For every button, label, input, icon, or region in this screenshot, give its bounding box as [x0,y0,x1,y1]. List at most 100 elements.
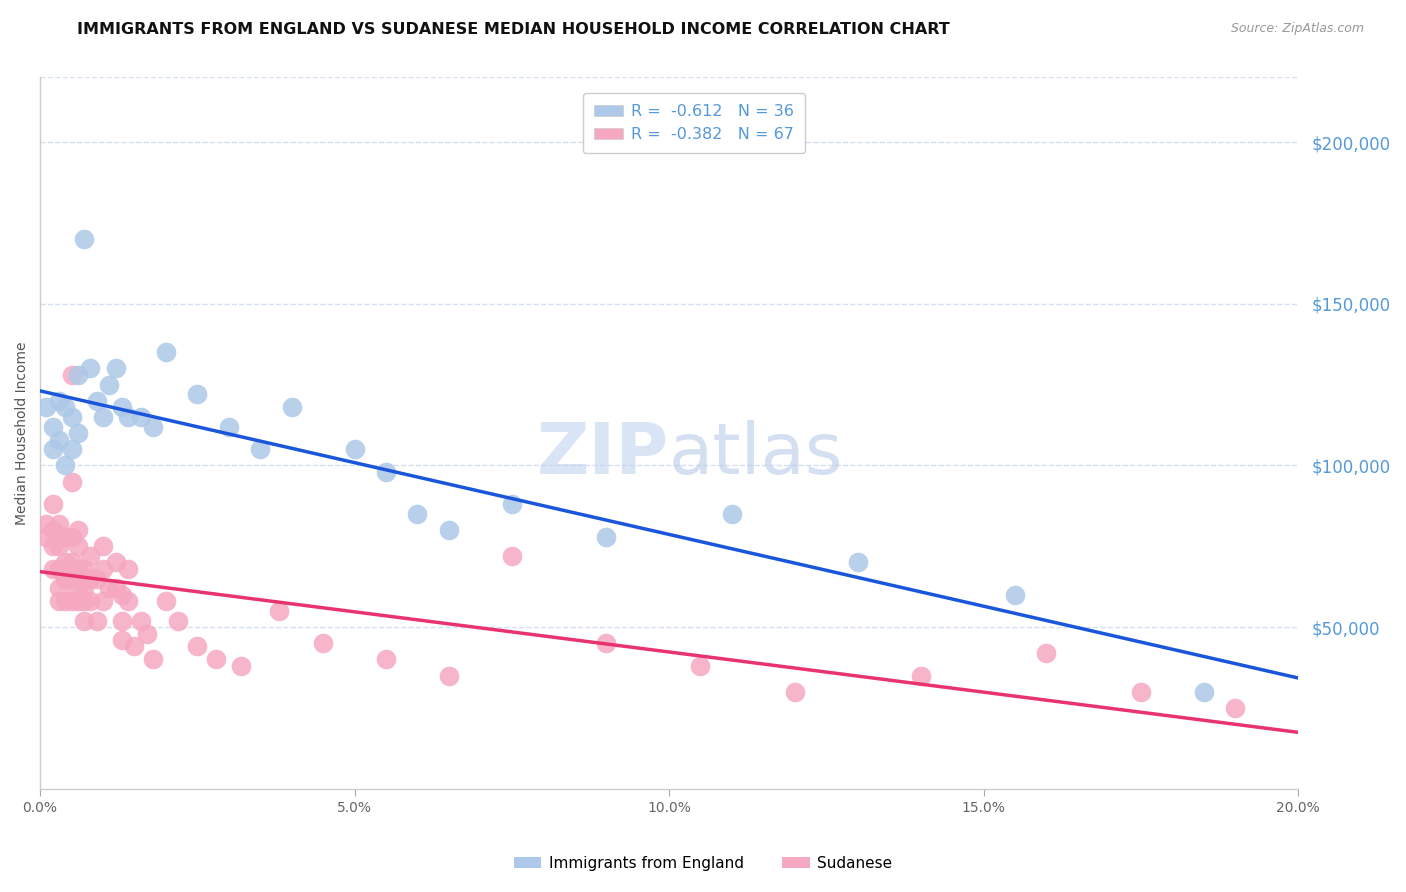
Point [41,497,63,511]
Point [41,539,63,553]
Point [66,562,89,576]
Point [104,361,127,376]
Point [60,572,83,586]
Point [343,442,366,457]
Point [60,556,83,570]
Point [41,562,63,576]
Point [91,562,114,576]
Point [1129,685,1152,699]
Point [1223,701,1246,715]
Point [117,562,139,576]
Point [129,409,152,424]
Legend: R =  -0.612   N = 36, R =  -0.382   N = 67: R = -0.612 N = 36, R = -0.382 N = 67 [583,93,806,153]
Point [249,442,271,457]
Point [501,549,523,563]
Point [48,594,70,608]
Point [595,636,617,650]
Point [98,582,121,596]
Point [129,614,152,628]
Point [35,516,58,531]
Point [111,614,134,628]
Point [73,594,96,608]
Point [375,652,398,666]
Point [104,556,127,570]
Point [53,401,76,415]
Y-axis label: Median Household Income: Median Household Income [15,342,30,524]
Point [73,232,96,246]
Point [66,582,89,596]
Point [142,652,165,666]
Point [79,572,101,586]
Point [48,433,70,447]
Point [205,652,228,666]
Legend: Immigrants from England, Sudanese: Immigrants from England, Sudanese [508,850,898,877]
Point [155,345,177,359]
Point [41,419,63,434]
Point [186,640,208,654]
Point [79,361,101,376]
Text: Source: ZipAtlas.com: Source: ZipAtlas.com [1230,22,1364,36]
Point [79,549,101,563]
Point [312,636,335,650]
Point [117,409,139,424]
Point [60,442,83,457]
Point [66,368,89,382]
Point [91,409,114,424]
Point [53,572,76,586]
Point [98,377,121,392]
Point [167,614,190,628]
Point [66,594,89,608]
Point [48,582,70,596]
Point [721,507,744,521]
Point [124,640,146,654]
Point [60,409,83,424]
Point [1192,685,1215,699]
Point [595,530,617,544]
Point [73,562,96,576]
Point [48,516,70,531]
Text: IMMIGRANTS FROM ENGLAND VS SUDANESE MEDIAN HOUSEHOLD INCOME CORRELATION CHART: IMMIGRANTS FROM ENGLAND VS SUDANESE MEDI… [77,22,950,37]
Point [218,419,240,434]
Point [155,594,177,608]
Point [86,572,108,586]
Point [117,594,139,608]
Text: ZIP: ZIP [537,420,669,489]
Point [783,685,806,699]
Point [910,668,932,682]
Point [53,530,76,544]
Point [60,475,83,489]
Point [689,659,711,673]
Point [48,539,70,553]
Point [91,594,114,608]
Point [136,626,159,640]
Point [1004,588,1026,602]
Point [142,419,165,434]
Point [66,539,89,553]
Point [79,594,101,608]
Point [66,426,89,441]
Text: atlas: atlas [669,420,844,489]
Point [86,614,108,628]
Point [73,582,96,596]
Point [406,507,429,521]
Point [111,588,134,602]
Point [231,659,253,673]
Point [35,401,58,415]
Point [104,582,127,596]
Point [48,393,70,408]
Point [60,594,83,608]
Point [73,614,96,628]
Point [53,556,76,570]
Point [501,497,523,511]
Point [60,368,83,382]
Point [41,523,63,537]
Point [60,530,83,544]
Point [66,523,89,537]
Point [111,401,134,415]
Point [35,530,58,544]
Point [91,539,114,553]
Point [437,668,460,682]
Point [846,556,869,570]
Point [41,442,63,457]
Point [48,562,70,576]
